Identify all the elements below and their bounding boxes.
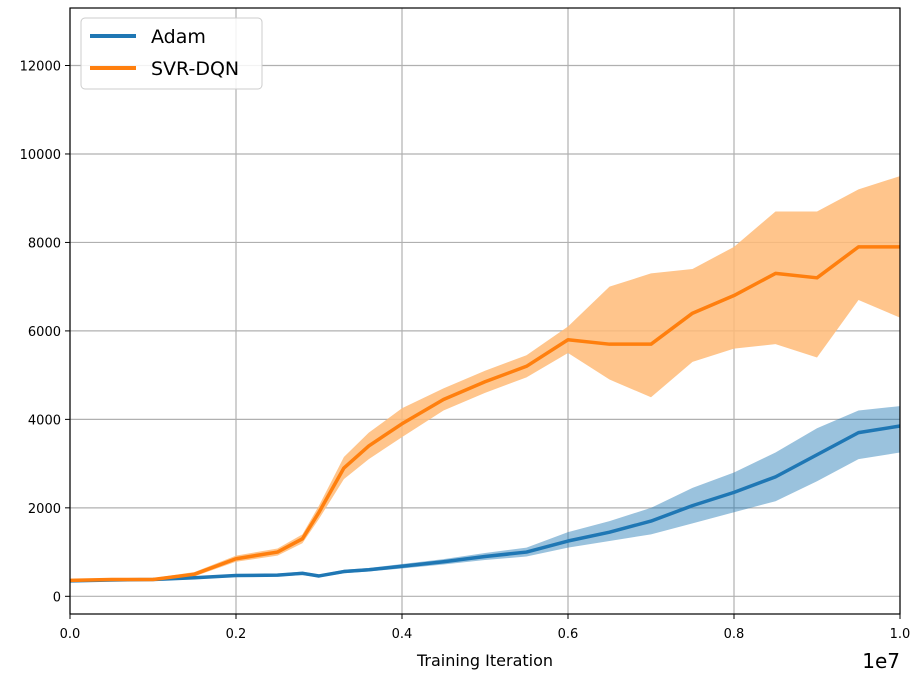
line-svr-dqn <box>69 245 900 583</box>
legend-label: Adam <box>151 26 206 48</box>
y-tick-label: 12000 <box>20 60 61 75</box>
band-svr-dqn <box>70 176 900 582</box>
x-tick-label: 0.2 <box>226 627 247 642</box>
x-axis-offset-label: 1e7 <box>862 649 900 673</box>
x-axis-label: Training Iteration <box>416 651 553 670</box>
y-tick-label: 0 <box>53 590 61 605</box>
x-tick-label: 0.8 <box>724 627 745 642</box>
line-adam <box>69 424 901 583</box>
confidence-bands <box>70 176 900 583</box>
y-tick-label: 10000 <box>20 148 61 163</box>
x-tick-label: 0.0 <box>60 627 81 642</box>
y-tick-label: 6000 <box>28 325 61 340</box>
y-tick-label: 8000 <box>28 236 61 251</box>
x-tick-label: 0.6 <box>558 627 579 642</box>
series-lines <box>69 245 901 583</box>
plot-frame <box>69 7 901 615</box>
x-axis-ticks: 0.0 0.2 0.4 0.6 0.8 1.0 <box>60 614 911 642</box>
y-axis-ticks: 0 2000 4000 6000 8000 10000 12000 <box>20 60 70 605</box>
legend-label: SVR-DQN <box>151 58 239 80</box>
x-tick-label: 1.0 <box>890 627 911 642</box>
y-tick-label: 2000 <box>28 502 61 517</box>
y-tick-label: 4000 <box>28 413 61 428</box>
legend: Adam SVR-DQN <box>80 17 263 90</box>
x-tick-label: 0.4 <box>392 627 413 642</box>
